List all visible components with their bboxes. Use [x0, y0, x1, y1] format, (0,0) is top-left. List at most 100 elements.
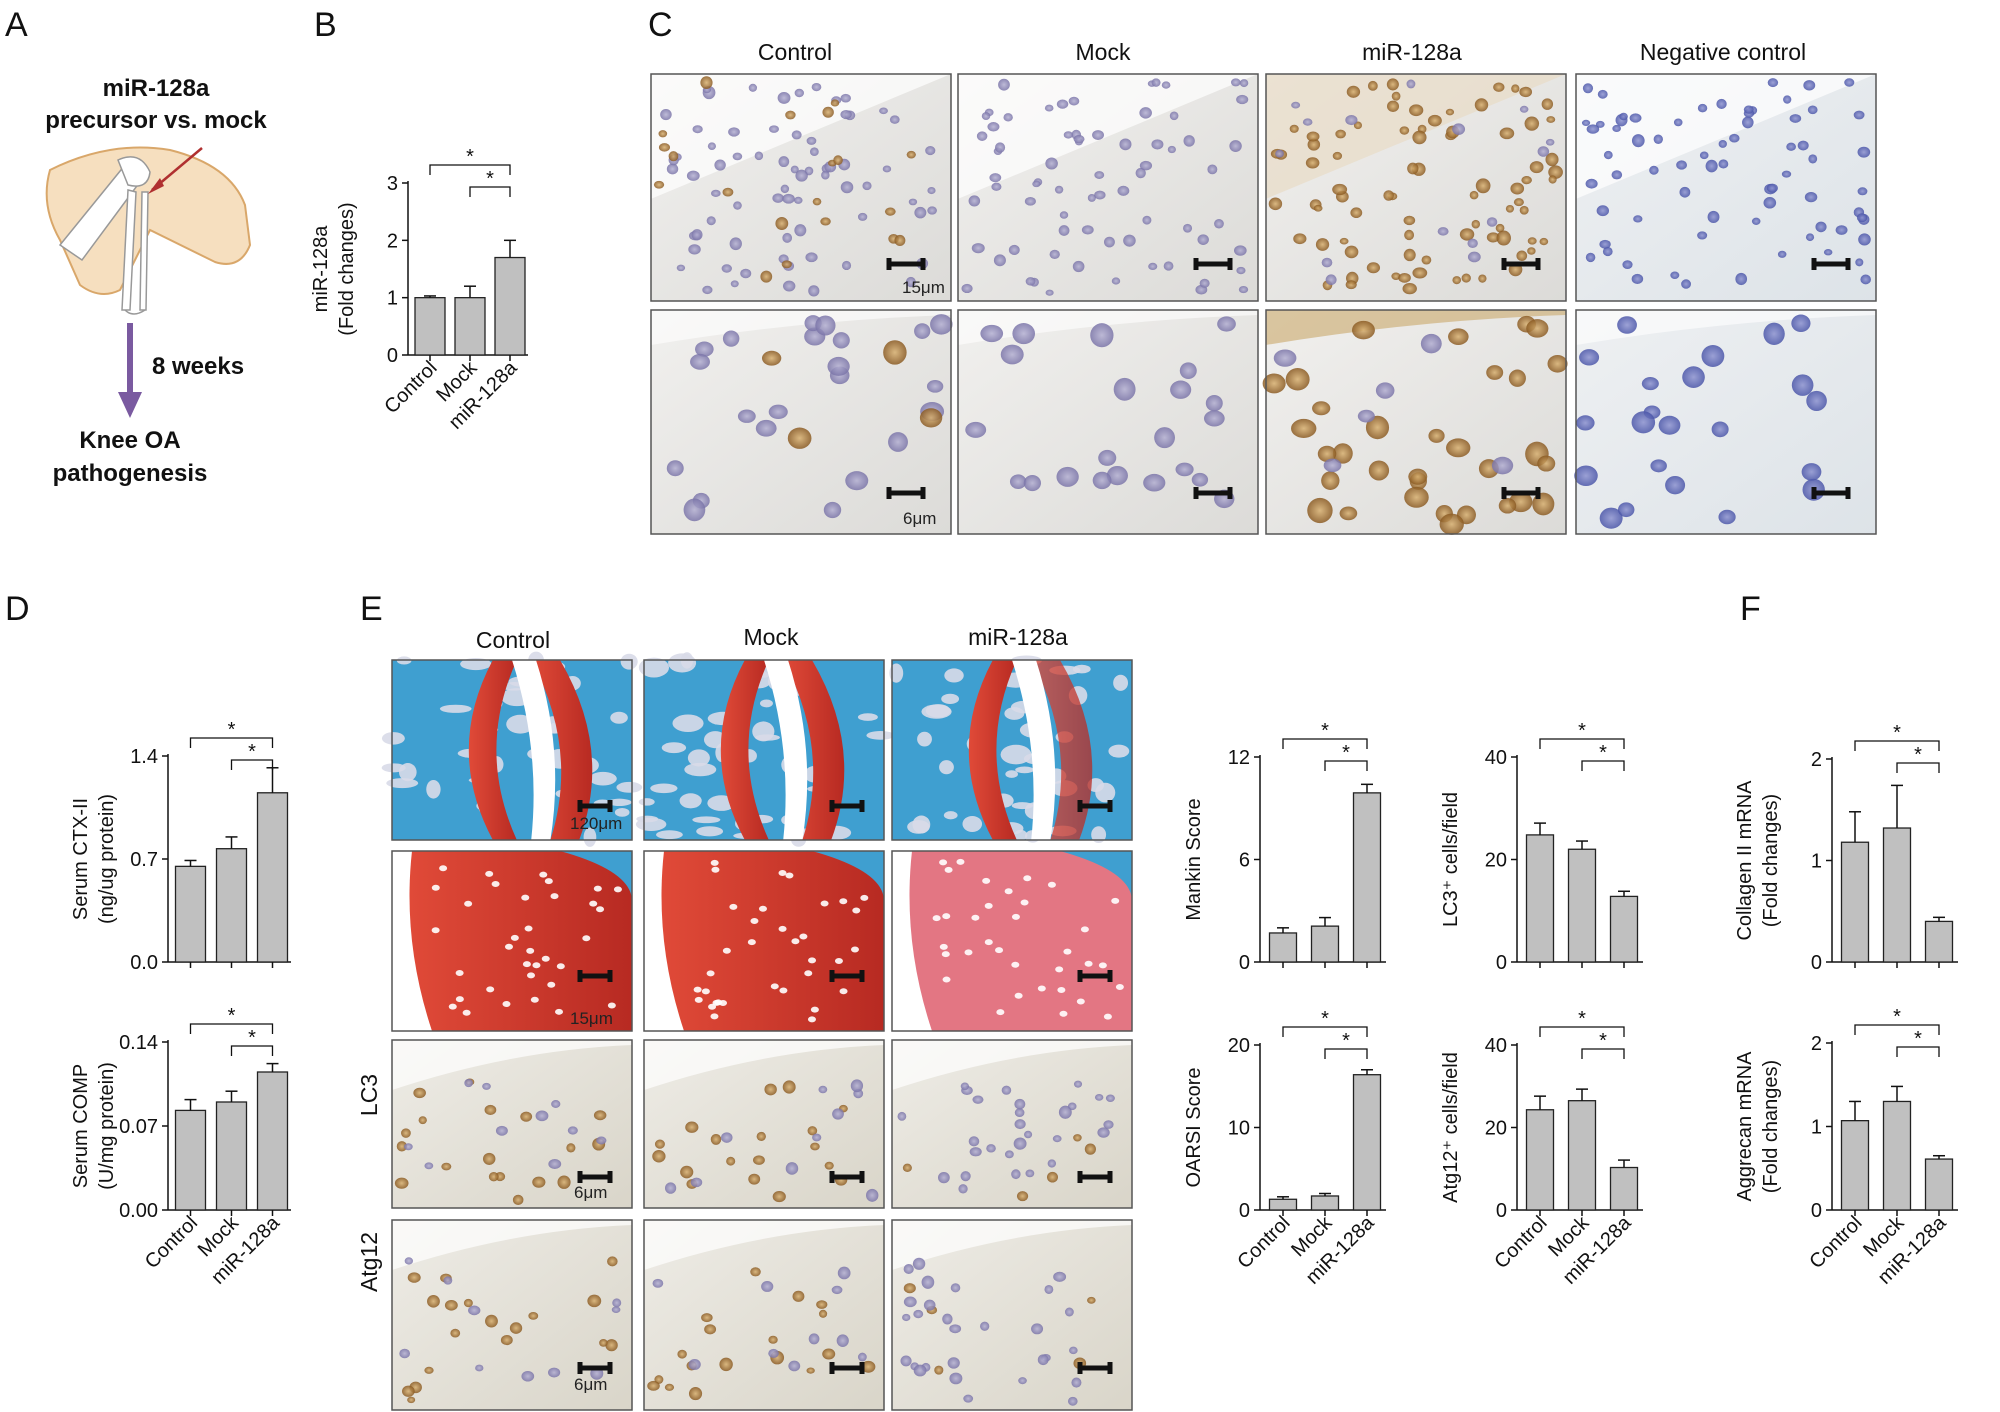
cell-nucleus [1053, 1271, 1067, 1282]
cell-nucleus [1786, 142, 1796, 151]
cell-nucleus [857, 212, 868, 221]
cell-nucleus [1860, 274, 1871, 285]
marrow-space [692, 816, 721, 824]
marrow-space [1072, 664, 1091, 674]
cell-nucleus [730, 280, 739, 288]
cell-nucleus [902, 1313, 911, 1322]
micrograph-e-3-0 [391, 1219, 633, 1411]
panel-e-scale-row4: 6μm [574, 1375, 607, 1394]
cell-nucleus [1697, 231, 1708, 240]
cell-nucleus [1711, 421, 1729, 438]
cell-nucleus [987, 122, 1000, 132]
y-tick-label: 0 [1496, 952, 1507, 974]
cell-nucleus [1087, 193, 1096, 202]
cell-nucleus [1513, 198, 1524, 207]
cell-nucleus [468, 1305, 481, 1316]
cell-nucleus [1603, 150, 1613, 160]
cell-nucleus [1619, 112, 1628, 121]
cell-nucleus [958, 1184, 968, 1194]
cell-nucleus [960, 1171, 971, 1182]
micrograph-border [650, 309, 952, 535]
marrow-space [638, 657, 670, 678]
cell-nucleus [1143, 473, 1166, 492]
cell-nucleus [1031, 1323, 1044, 1335]
cell-nucleus [1617, 502, 1635, 518]
cell-nucleus [1045, 157, 1058, 170]
cell-nucleus [914, 323, 931, 339]
cell-nucleus [808, 1333, 820, 1345]
cell-nucleus [1735, 272, 1748, 286]
panel-a-outcome1: Knee OA [79, 427, 180, 454]
cell-nucleus [396, 1141, 407, 1152]
chondrocyte [808, 957, 817, 964]
cell-nucleus [1113, 377, 1136, 401]
chondrocyte [596, 906, 605, 913]
significance-star: * [1342, 1030, 1350, 1052]
micrograph-border [1265, 309, 1567, 535]
bar [174, 865, 207, 963]
cell-nucleus [1516, 250, 1528, 262]
significance-bracket [1282, 1026, 1368, 1037]
bar [174, 1109, 207, 1211]
cell-nucleus [768, 1335, 778, 1344]
cell-nucleus [654, 1139, 665, 1149]
cell-nucleus [787, 427, 812, 449]
cell-nucleus [1345, 280, 1357, 290]
cell-nucleus [980, 324, 1004, 343]
y-tick-label: 40 [1485, 1035, 1507, 1057]
micrograph-e-1-1 [643, 850, 885, 1032]
cell-nucleus [1835, 225, 1848, 235]
cell-nucleus [748, 83, 758, 92]
y-tick-label: 0 [1811, 952, 1822, 974]
cell-nucleus [1856, 213, 1868, 223]
cell-nucleus [1596, 205, 1610, 217]
micrograph-c-0-3 [1575, 73, 1877, 302]
cell-nucleus [1804, 192, 1818, 203]
chondrocyte [1004, 888, 1013, 895]
cell-nucleus [1537, 146, 1550, 157]
cell-nucleus [949, 1372, 963, 1385]
chondrocyte [942, 913, 951, 920]
significance-star: * [486, 168, 494, 190]
y-axis-label: LC3⁺ cells/field [1440, 792, 1462, 927]
micrograph-border [891, 850, 1133, 1032]
chondrocyte [839, 988, 848, 995]
cell-nucleus [1332, 151, 1343, 160]
y-tick-label: 0 [1811, 1200, 1822, 1222]
chondrocyte [701, 988, 710, 995]
chondrocyte [1063, 948, 1072, 955]
cell-nucleus [664, 1383, 675, 1391]
cell-nucleus [862, 181, 872, 191]
chondrocyte [530, 996, 539, 1003]
cell-nucleus [1268, 197, 1283, 211]
y-tick-label: 2 [1811, 749, 1822, 771]
cell-nucleus [1025, 1169, 1035, 1178]
micrograph-bg [1576, 310, 1876, 534]
chondrocyte [750, 918, 759, 925]
bar [1268, 932, 1298, 963]
cell-nucleus [972, 1095, 984, 1104]
cell-nucleus [652, 1149, 666, 1163]
cell-nucleus [1273, 349, 1297, 367]
cell-nucleus [903, 1264, 914, 1274]
y-tick-label: 0 [387, 345, 398, 367]
chondrocyte [804, 970, 813, 977]
cell-nucleus [1653, 134, 1663, 144]
chondrocyte [693, 986, 702, 993]
chondrocyte [694, 996, 703, 1003]
significance-bracket [1539, 738, 1625, 749]
cell-nucleus [980, 1321, 990, 1331]
chondrocyte [455, 969, 464, 976]
cell-nucleus [1612, 124, 1621, 133]
chondrocyte [582, 935, 591, 942]
cell-nucleus [1428, 428, 1445, 443]
cell-nucleus [1003, 113, 1013, 122]
micrograph-e-0-0 [381, 651, 643, 847]
cell-nucleus [500, 1334, 513, 1346]
cell-nucleus [1084, 1143, 1096, 1155]
cell-nucleus [1001, 1085, 1012, 1095]
cell-nucleus [1119, 138, 1132, 151]
cell-nucleus [1009, 474, 1027, 489]
chondrocyte [810, 1006, 819, 1013]
significance-star: * [1578, 1008, 1586, 1030]
